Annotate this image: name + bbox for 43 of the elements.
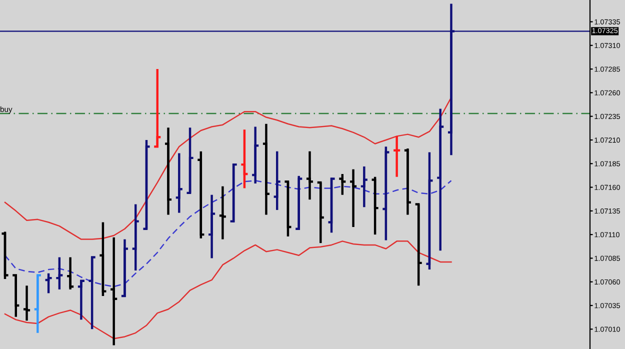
candlestick (403, 147, 412, 216)
candlestick (392, 135, 402, 178)
candlestick (98, 221, 108, 298)
candlestick (196, 150, 206, 240)
candlestick (425, 151, 434, 271)
candlestick (76, 278, 86, 321)
candlestick (22, 284, 32, 322)
candlestick (218, 185, 228, 240)
line-series (4, 240, 452, 340)
candlestick (262, 122, 271, 216)
candlestick (186, 126, 194, 194)
candlestick (0, 230, 10, 280)
candlestick (316, 181, 326, 244)
candlestick (142, 138, 151, 230)
candlestick (272, 150, 282, 212)
candlestick (120, 238, 130, 298)
candlestick (360, 165, 369, 208)
candlestick (229, 162, 238, 224)
candlestick (44, 272, 53, 294)
candlestick (414, 203, 423, 287)
candlestick (109, 236, 118, 346)
candlestick (88, 256, 96, 330)
candlestick (348, 168, 358, 228)
candlestick (338, 172, 347, 196)
candlestick (382, 145, 390, 242)
candlestick (240, 128, 249, 190)
candlestick (284, 180, 292, 238)
candlestick (370, 176, 380, 236)
candlestick (153, 68, 162, 148)
candlestick (327, 176, 336, 234)
candlestick (250, 126, 260, 185)
candlestick (174, 152, 184, 214)
candlestick (164, 126, 173, 216)
candlestick (131, 203, 140, 272)
candlestick (305, 150, 314, 201)
candlestick (66, 256, 75, 291)
candlestick (12, 274, 20, 318)
line-series (4, 180, 452, 288)
candlestick (294, 174, 304, 231)
candlestick (55, 256, 64, 291)
candlestick (33, 274, 42, 334)
candlestick (207, 194, 216, 260)
candlestick (436, 108, 445, 252)
